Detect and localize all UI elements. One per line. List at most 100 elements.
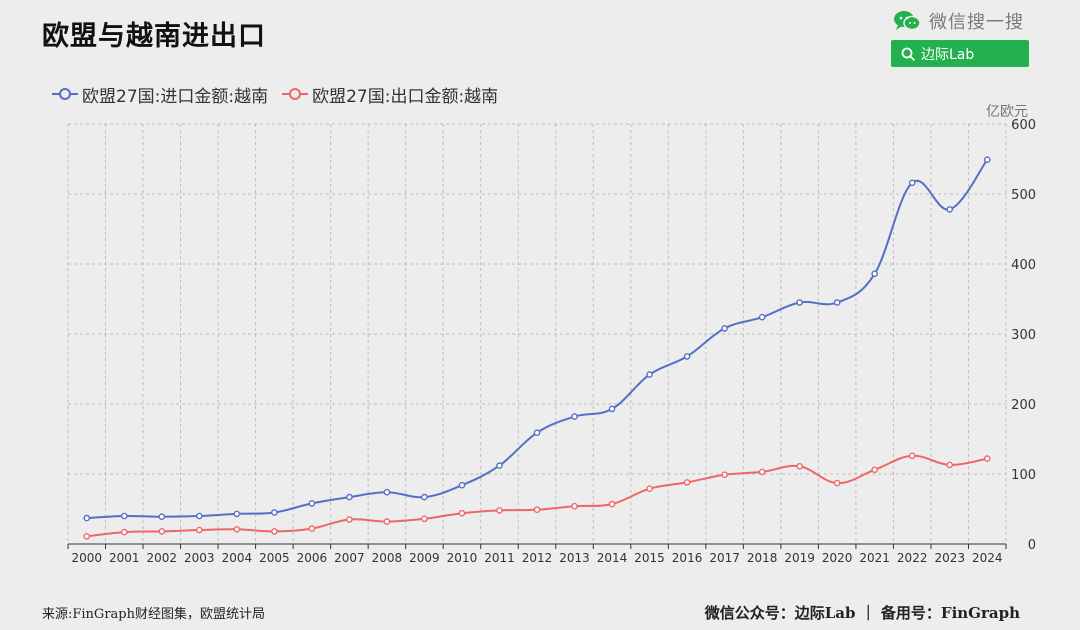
x-tick-label: 2020	[822, 551, 853, 565]
legend-label-import: 欧盟27国:进口金额:越南	[82, 86, 269, 107]
data-point-0	[721, 325, 728, 332]
data-point-0	[83, 514, 91, 522]
x-tick-label: 2019	[784, 551, 815, 565]
axis-labels: 2000 2001 2002 2003 2004 2005 2006 2007 2008 2009…	[71, 104, 1036, 565]
data-point-1	[233, 526, 241, 533]
x-tick-label: 2016	[672, 551, 703, 565]
data-point-0	[758, 313, 766, 321]
data-point-1	[871, 466, 878, 474]
data-point-0	[683, 353, 691, 360]
y-tick-label: 100	[1011, 468, 1036, 483]
data-point-0	[983, 156, 991, 163]
data-point-1	[721, 471, 728, 479]
legend-item-import[interactable]: 欧盟27国:进口金额:越南	[52, 82, 268, 107]
x-tick-label: 2002	[147, 551, 178, 565]
x-tick-label: 2000	[71, 551, 102, 565]
axes	[67, 543, 1007, 549]
x-tick-label: 2015	[634, 551, 665, 565]
data-point-0	[533, 429, 541, 437]
data-point-0	[646, 371, 653, 378]
legend-marker-import	[52, 88, 78, 100]
data-point-1	[346, 516, 353, 523]
x-tick-label: 2018	[747, 551, 778, 565]
data-point-1	[683, 479, 691, 486]
y-tick-label: 500	[1011, 188, 1036, 203]
wechat-brand: 微信搜一搜	[893, 8, 1024, 34]
data-point-0	[833, 299, 841, 306]
x-tick-label: 2005	[259, 551, 290, 565]
data-point-1	[571, 502, 578, 510]
y-tick-label: 200	[1011, 398, 1036, 413]
x-tick-label: 2011	[484, 551, 515, 565]
wechat-search-box[interactable]: 边际Lab	[891, 40, 1029, 67]
source-note: 来源:FinGraph财经图集，欧盟统计局	[42, 607, 265, 622]
data-point-1	[458, 509, 466, 517]
legend-item-export[interactable]: 欧盟27国:出口金额:越南	[282, 82, 498, 107]
grid-lines	[67, 123, 1007, 544]
data-point-0	[271, 509, 278, 516]
data-point-1	[946, 461, 954, 469]
data-point-0	[158, 513, 166, 521]
data-point-0	[233, 510, 241, 518]
x-tick-label: 2014	[597, 551, 628, 565]
x-tick-label: 2024	[972, 551, 1003, 565]
y-tick-label: 0	[1028, 538, 1036, 553]
data-point-0	[571, 413, 578, 420]
x-tick-label: 2001	[109, 551, 140, 565]
data-point-0	[196, 512, 203, 520]
chart-title: 欧盟与越南进出口	[42, 21, 266, 52]
data-point-0	[908, 179, 916, 187]
y-tick-label: 400	[1011, 258, 1036, 273]
wechat-icon	[894, 11, 921, 31]
x-tick-label: 2004	[222, 551, 253, 565]
data-point-1	[196, 526, 203, 534]
legend: 欧盟27国:进口金额:越南 欧盟27国:出口金额:越南	[52, 82, 512, 107]
x-tick-label: 2022	[897, 551, 928, 565]
data-point-1	[421, 515, 428, 523]
data-point-0	[458, 481, 466, 489]
x-tick-label: 2010	[447, 551, 478, 565]
data-point-0	[346, 493, 353, 501]
series-lines	[86, 159, 989, 538]
x-tick-label: 2003	[184, 551, 215, 565]
legend-marker-export	[282, 88, 309, 100]
data-point-1	[983, 455, 991, 462]
data-point-1	[83, 533, 91, 540]
data-point-1	[646, 485, 653, 493]
x-tick-label: 2023	[934, 551, 965, 565]
data-point-1	[796, 462, 803, 470]
y-tick-label: 300	[1011, 328, 1036, 343]
wechat-brand-text: 微信搜一搜	[929, 12, 1024, 33]
data-point-1	[833, 479, 841, 487]
search-text: 边际Lab	[921, 46, 975, 63]
data-point-1	[383, 518, 391, 525]
data-point-0	[871, 270, 878, 278]
x-tick-label: 2017	[709, 551, 740, 565]
data-point-0	[608, 405, 616, 413]
x-tick-label: 2013	[559, 551, 590, 565]
series-line-0	[86, 159, 989, 520]
data-point-0	[120, 512, 128, 520]
x-tick-label: 2012	[522, 551, 553, 565]
series-line-1	[86, 454, 988, 538]
data-point-1	[120, 528, 128, 536]
x-tick-label: 2007	[334, 551, 365, 565]
series-points	[83, 156, 991, 540]
data-point-1	[496, 507, 503, 514]
credit-note: 微信公众号：边际Lab ｜ 备用号：FinGraph	[704, 604, 1020, 622]
data-point-1	[908, 452, 916, 460]
search-icon	[901, 47, 915, 61]
legend-label-export: 欧盟27国:出口金额:越南	[312, 86, 499, 107]
y-tick-label: 600	[1011, 118, 1036, 133]
x-tick-label: 2009	[409, 551, 440, 565]
data-point-0	[946, 206, 954, 213]
x-tick-label: 2006	[297, 551, 328, 565]
data-point-1	[533, 506, 541, 514]
data-point-1	[758, 468, 766, 476]
data-point-1	[271, 528, 278, 535]
data-point-0	[383, 488, 391, 496]
data-point-0	[421, 493, 428, 501]
x-tick-label: 2021	[859, 551, 890, 565]
data-point-1	[608, 500, 616, 508]
